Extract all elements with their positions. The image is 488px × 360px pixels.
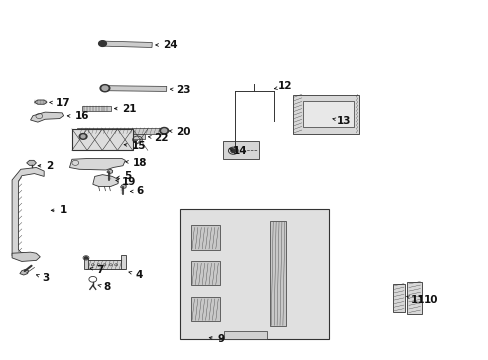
Circle shape — [162, 129, 166, 132]
Bar — [224, 331, 266, 339]
Text: 20: 20 — [169, 127, 190, 137]
Text: 11: 11 — [406, 295, 425, 305]
Bar — [292, 95, 358, 134]
Polygon shape — [107, 169, 113, 174]
Bar — [392, 284, 404, 312]
Circle shape — [100, 85, 110, 92]
Polygon shape — [12, 167, 44, 259]
Bar — [72, 129, 132, 150]
Bar — [407, 282, 421, 314]
Text: 17: 17 — [50, 98, 70, 108]
Text: 4: 4 — [129, 270, 142, 280]
Polygon shape — [77, 128, 165, 134]
Text: 16: 16 — [67, 111, 89, 121]
Polygon shape — [69, 158, 125, 170]
Text: 3: 3 — [36, 273, 50, 283]
Bar — [270, 221, 285, 327]
Text: 8: 8 — [98, 282, 110, 292]
Text: 23: 23 — [170, 85, 190, 95]
Text: 13: 13 — [332, 116, 351, 126]
Text: 6: 6 — [130, 186, 143, 197]
Polygon shape — [93, 175, 118, 186]
Text: 1: 1 — [51, 205, 67, 215]
Text: 22: 22 — [148, 133, 169, 143]
Circle shape — [81, 135, 85, 138]
Circle shape — [79, 134, 87, 139]
Bar — [191, 297, 220, 321]
Polygon shape — [101, 41, 152, 48]
Polygon shape — [81, 134, 144, 139]
Text: 18: 18 — [125, 158, 147, 168]
Bar — [180, 208, 328, 339]
Polygon shape — [12, 252, 40, 261]
Text: 2: 2 — [38, 161, 53, 171]
Polygon shape — [81, 106, 111, 111]
Text: 21: 21 — [114, 104, 136, 113]
Polygon shape — [103, 86, 166, 91]
Bar — [86, 260, 125, 269]
Polygon shape — [120, 184, 126, 189]
Polygon shape — [27, 160, 36, 165]
Bar — [191, 261, 220, 285]
Polygon shape — [34, 100, 47, 104]
Text: 24: 24 — [156, 40, 177, 50]
Bar — [191, 225, 220, 249]
Text: 12: 12 — [274, 81, 291, 91]
Polygon shape — [20, 269, 29, 275]
Text: 15: 15 — [124, 141, 146, 151]
Circle shape — [160, 127, 168, 134]
Bar — [222, 141, 259, 158]
Bar — [120, 255, 126, 269]
Text: 5: 5 — [117, 171, 131, 181]
Circle shape — [99, 41, 106, 46]
Text: 19: 19 — [116, 177, 136, 187]
Text: 10: 10 — [419, 295, 437, 305]
Text: 7: 7 — [90, 265, 103, 275]
Text: 9: 9 — [209, 334, 224, 344]
Bar — [83, 258, 88, 269]
Circle shape — [230, 149, 235, 153]
Circle shape — [102, 86, 108, 90]
Bar — [86, 260, 125, 269]
Text: 14: 14 — [229, 147, 247, 157]
Circle shape — [84, 257, 87, 259]
Bar — [302, 102, 353, 127]
Polygon shape — [30, 112, 63, 122]
